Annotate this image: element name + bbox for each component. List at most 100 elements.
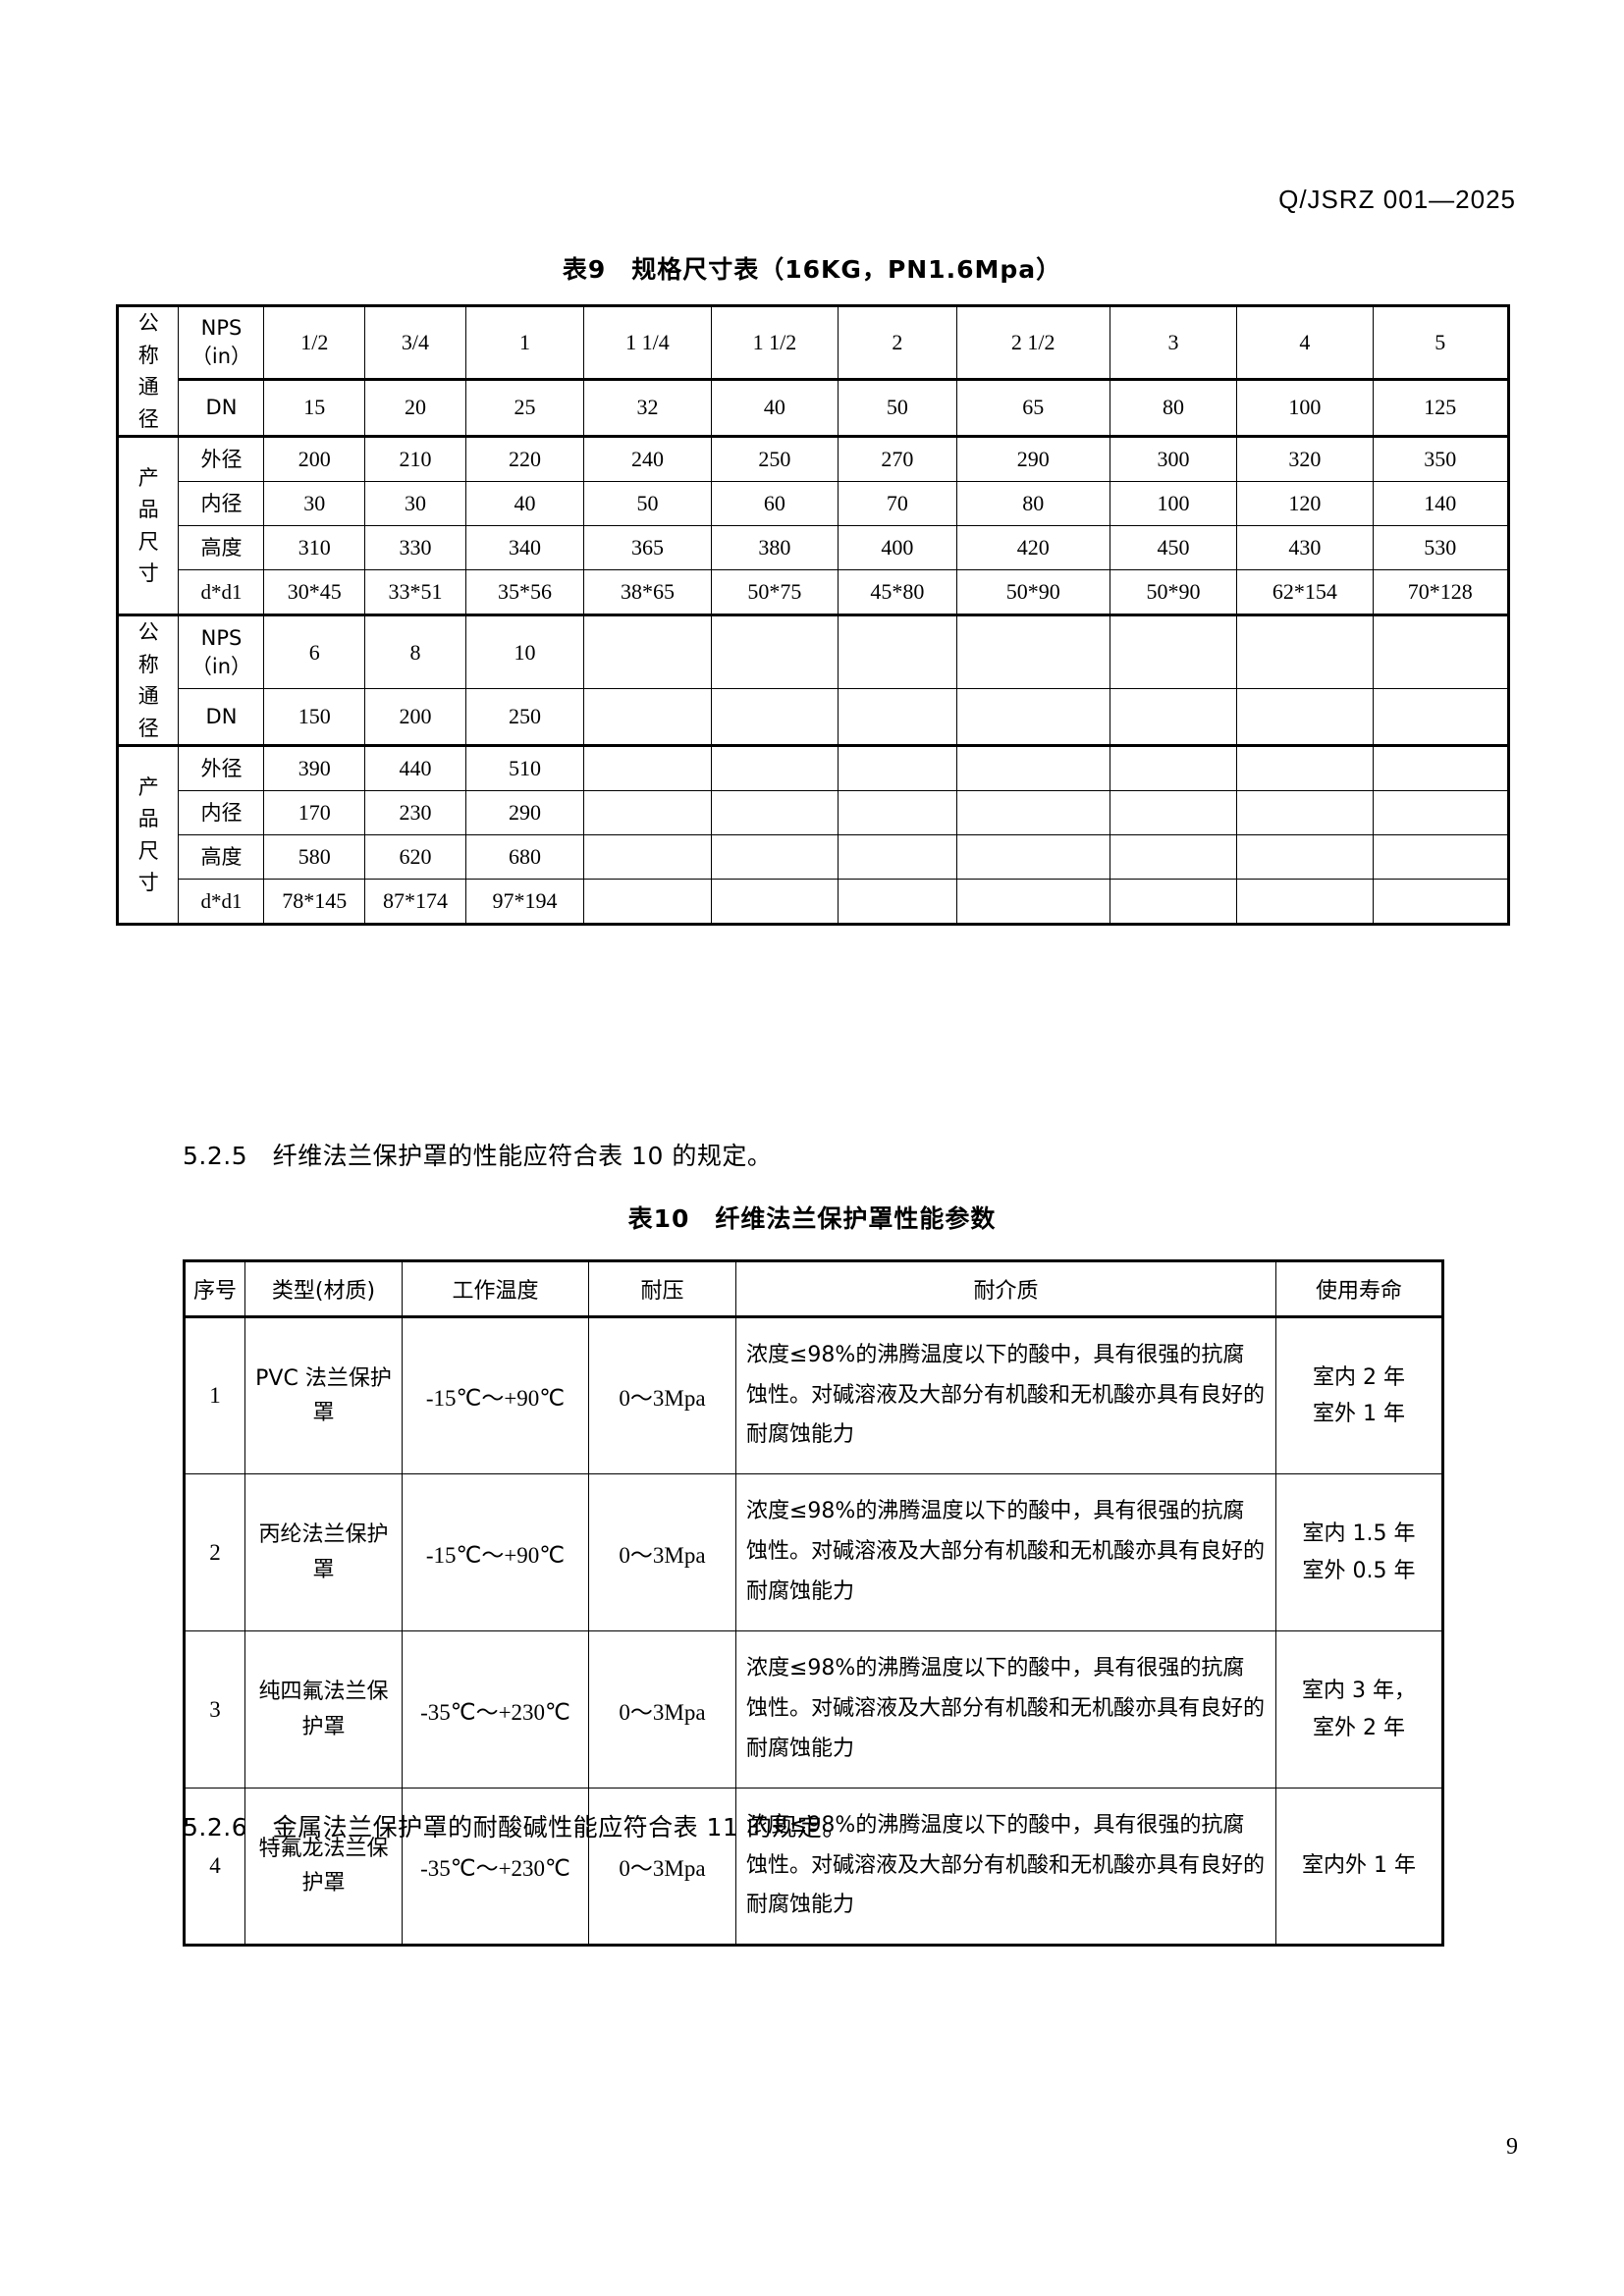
- cell-pressure: 0～3Mpa: [588, 1630, 736, 1789]
- table10-container: 序号 类型(材质) 工作温度 耐压 耐介质 使用寿命 1 PVC 法兰保护罩 -15…: [183, 1259, 1444, 1947]
- cell-dd1: 78*145: [263, 879, 366, 927]
- cell-inner: 120: [1236, 481, 1374, 527]
- cell-dn: 32: [583, 377, 712, 438]
- table-row: 公 称 通 径 NPS （in） 6 8 10: [116, 614, 1511, 747]
- cell-dd1: 33*51: [364, 569, 466, 616]
- cell-height: 420: [955, 525, 1110, 571]
- cell-height: 450: [1109, 525, 1238, 571]
- cell-outer: 350: [1372, 435, 1511, 483]
- cell-dn: 80: [1109, 377, 1238, 438]
- col-header-lifespan: 使用寿命: [1275, 1260, 1443, 1318]
- vlabel-char: 称: [137, 652, 159, 676]
- vlabel-char: 寸: [137, 561, 159, 586]
- cell-dd1: 62*154: [1236, 569, 1374, 616]
- cell-dd1: [1236, 879, 1374, 927]
- col-header-pressure: 耐压: [588, 1260, 736, 1318]
- vlabel-char: 尺: [137, 529, 159, 554]
- cell-inner: [583, 790, 712, 836]
- cell-inner: [1236, 790, 1374, 836]
- cell-pressure: 0～3Mpa: [588, 1316, 736, 1474]
- cell-nps: 6: [263, 614, 366, 689]
- row-label-inner: 内径: [178, 481, 265, 527]
- table-row: 内径 30 30 40 50 60 70 80 100 120 140: [118, 481, 1511, 527]
- cell-nps: [838, 614, 957, 689]
- cell-inner: 140: [1372, 481, 1511, 527]
- cell-lifespan: 室内 3 年， 室外 2 年: [1275, 1630, 1443, 1789]
- cell-outer: [710, 744, 839, 792]
- cell-height: 680: [464, 834, 585, 881]
- cell-nps: 1: [464, 304, 585, 380]
- row-group-label-nominal: 公 称 通 径: [116, 303, 180, 438]
- row-label-height: 高度: [178, 525, 265, 571]
- cell-height: 380: [710, 525, 839, 571]
- cell-dd1: [1109, 879, 1238, 927]
- row-label-dd1: d*d1: [178, 569, 265, 616]
- cell-media: 浓度≤98%的沸腾温度以下的酸中，具有很强的抗腐蚀性。对碱溶液及大部分有机酸和无…: [735, 1630, 1276, 1789]
- cell-dd1: 50*90: [955, 569, 1110, 616]
- table-row: 公 称 通 径 NPS （in） 1/2 3/4 1 1 1/4 1 1/2 2: [116, 303, 1511, 438]
- table-row: DN 150 200 250: [118, 687, 1511, 747]
- cell-height: 620: [364, 834, 466, 881]
- cell-outer: [1109, 744, 1238, 792]
- cell-height: [1236, 834, 1374, 881]
- cell-media: 浓度≤98%的沸腾温度以下的酸中，具有很强的抗腐蚀性。对碱溶液及大部分有机酸和无…: [735, 1788, 1276, 1946]
- table-header-row: 序号 类型(材质) 工作温度 耐压 耐介质 使用寿命: [184, 1260, 1443, 1318]
- cell-dn: [710, 687, 839, 747]
- vlabel-char: 尺: [137, 838, 159, 863]
- cell-height: [955, 834, 1110, 881]
- cell-inner: [1372, 790, 1511, 836]
- table10-head: 序号 类型(材质) 工作温度 耐压 耐介质 使用寿命: [184, 1260, 1443, 1318]
- cell-temperature: -15℃～+90℃: [402, 1473, 589, 1631]
- cell-height: [1109, 834, 1238, 881]
- vlabel-char: 产: [137, 465, 159, 490]
- cell-nps: 1/2: [263, 304, 366, 380]
- col-header-media: 耐介质: [735, 1260, 1276, 1318]
- cell-temperature: -35℃～+230℃: [402, 1630, 589, 1789]
- cell-inner: [1109, 790, 1238, 836]
- cell-outer: [838, 744, 957, 792]
- vlabel-char: 公: [137, 620, 159, 645]
- cell-height: 340: [464, 525, 585, 571]
- page-header-doc-code: Q/JSRZ 001—2025: [1278, 185, 1516, 214]
- cell-inner: [955, 790, 1110, 836]
- cell-nps: [1236, 614, 1374, 689]
- table-row: d*d1 30*45 33*51 35*56 38*65 50*75 45*80…: [118, 569, 1511, 616]
- table10-body: 1 PVC 法兰保护罩 -15℃～+90℃ 0～3Mpa 浓度≤98%的沸腾温度以下的酸…: [184, 1316, 1443, 1946]
- cell-dn: 40: [710, 377, 839, 438]
- section-5-2-5-text: 5.2.5 纤维法兰保护罩的性能应符合表 10 的规定。: [183, 1142, 773, 1170]
- cell-dd1: [583, 879, 712, 927]
- vlabel-char: 径: [137, 406, 159, 431]
- cell-temperature: -35℃～+230℃: [402, 1788, 589, 1946]
- cell-dn: 200: [364, 687, 466, 747]
- cell-index: 4: [184, 1788, 245, 1946]
- cell-inner: [838, 790, 957, 836]
- cell-dn: 125: [1372, 377, 1511, 438]
- cell-nps: [1372, 614, 1511, 689]
- cell-dd1: 38*65: [583, 569, 712, 616]
- cell-index: 1: [184, 1316, 245, 1474]
- row-label-nps: NPS （in）: [178, 614, 265, 689]
- cell-inner: 50: [583, 481, 712, 527]
- row-label-height: 高度: [178, 834, 265, 881]
- cell-outer: [583, 744, 712, 792]
- cell-height: 530: [1372, 525, 1511, 571]
- cell-temperature: -15℃～+90℃: [402, 1316, 589, 1474]
- cell-dd1: [955, 879, 1110, 927]
- cell-inner: 30: [263, 481, 366, 527]
- cell-dd1: 50*90: [1109, 569, 1238, 616]
- cell-nps: [1109, 614, 1238, 689]
- cell-outer: 320: [1236, 435, 1374, 483]
- cell-nps: [583, 614, 712, 689]
- cell-outer: 240: [583, 435, 712, 483]
- cell-outer: 440: [364, 744, 466, 792]
- row-label-dn: DN: [178, 377, 265, 438]
- cell-outer: 300: [1109, 435, 1238, 483]
- table-row: 产 品 尺 寸 外径 390 440 510: [116, 744, 1511, 926]
- vlabel-char: 产: [137, 774, 159, 799]
- cell-outer: 220: [464, 435, 585, 483]
- cell-dn: [955, 687, 1110, 747]
- cell-height: 330: [364, 525, 466, 571]
- cell-dn: [1372, 687, 1511, 747]
- cell-outer: 510: [464, 744, 585, 792]
